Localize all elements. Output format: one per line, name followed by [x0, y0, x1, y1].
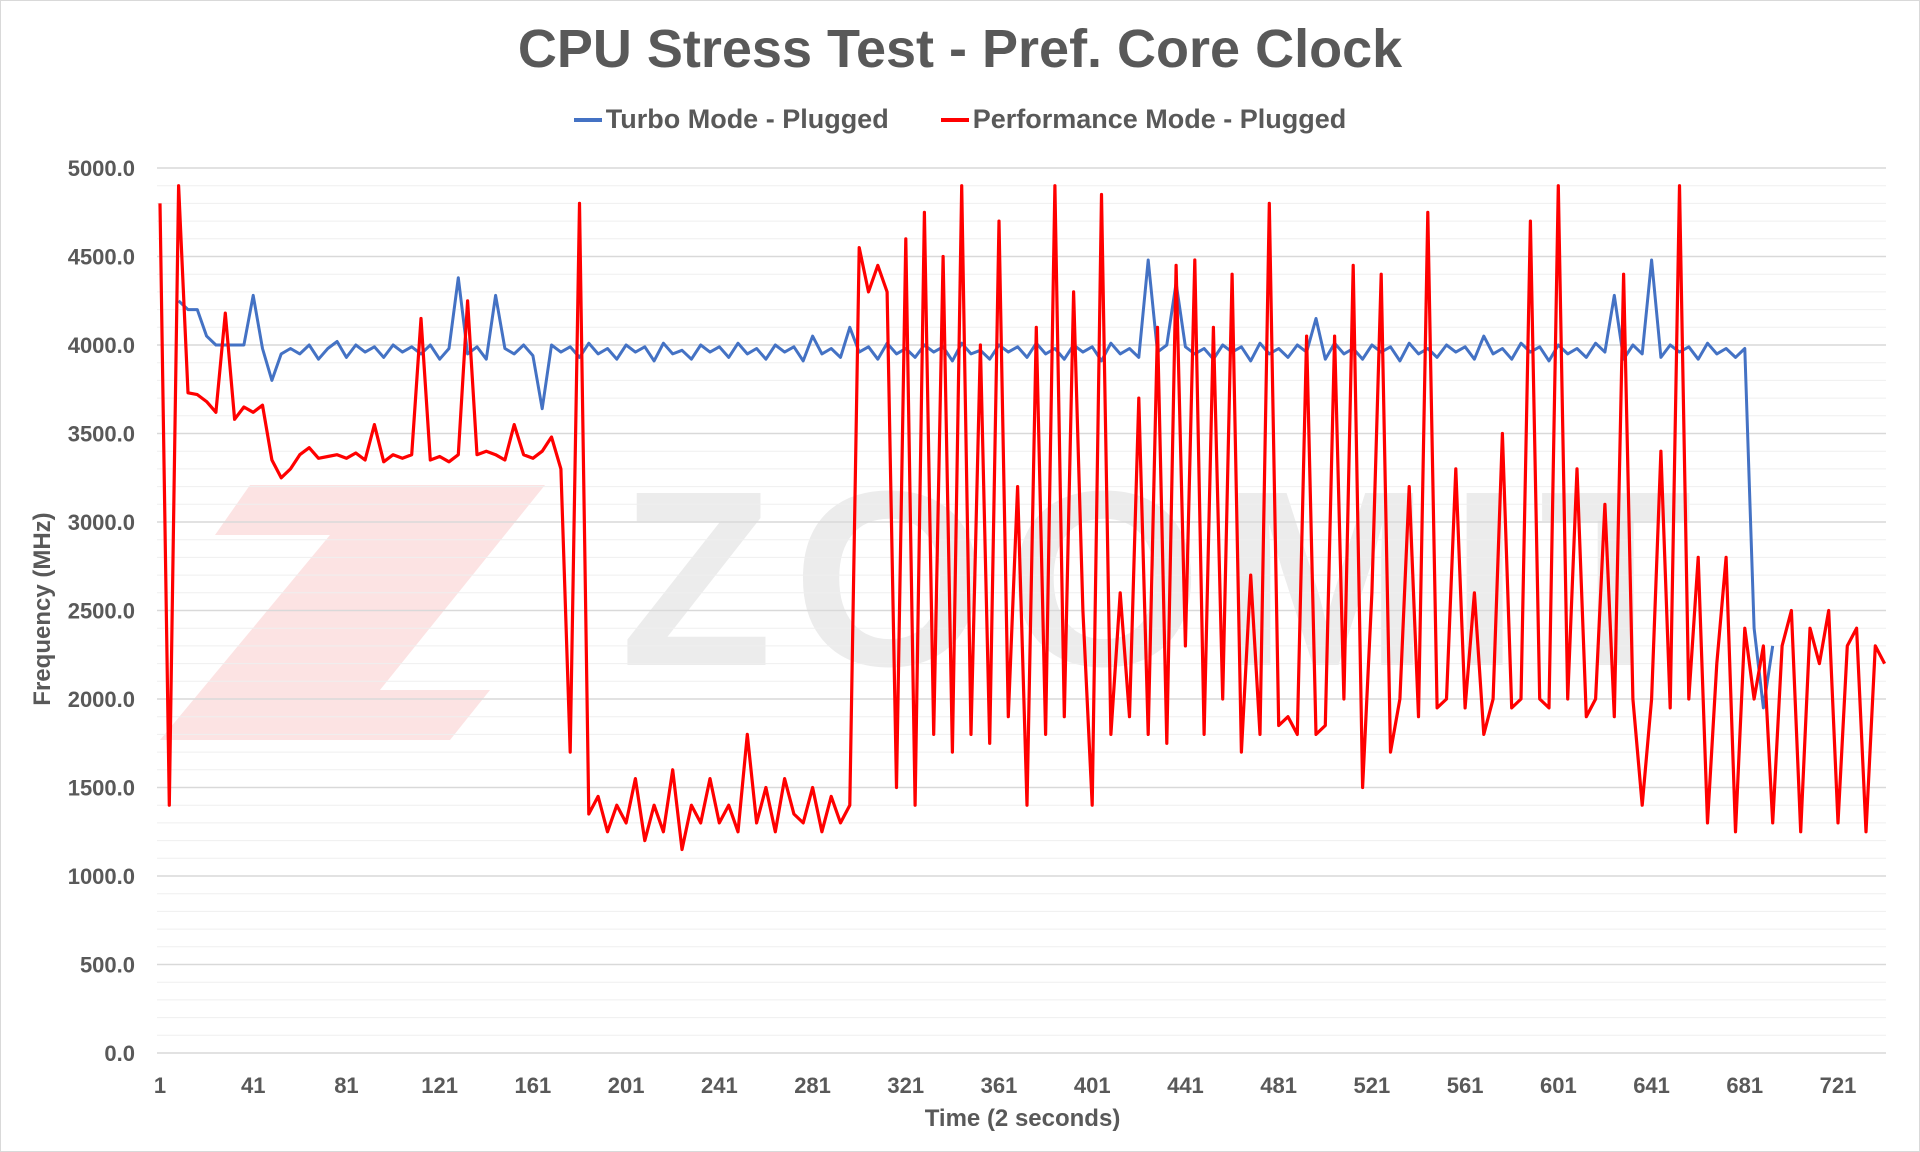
- y-axis-title: Frequency (MHz): [29, 512, 56, 706]
- y-tick-label: 5000.0: [68, 156, 135, 181]
- x-tick-label: 681: [1726, 1073, 1763, 1098]
- x-tick-label: 361: [981, 1073, 1018, 1098]
- y-tick-label: 3500.0: [68, 422, 135, 447]
- series-line-turbo: [177, 258, 1775, 710]
- x-tick-label: 1: [154, 1073, 166, 1098]
- x-tick-label: 641: [1633, 1073, 1670, 1098]
- x-tick-label: 321: [887, 1073, 924, 1098]
- legend-item-performance: Performance Mode - Plugged: [940, 104, 1347, 135]
- series-line-performance: [158, 184, 1887, 852]
- svg-text:ZOOMIT: ZOOMIT: [620, 439, 1712, 718]
- x-tick-label: 521: [1354, 1073, 1391, 1098]
- y-tick-label: 2500.0: [68, 599, 135, 624]
- chart-title: CPU Stress Test - Pref. Core Clock: [517, 19, 1403, 79]
- legend-label-performance: Performance Mode - Plugged: [972, 104, 1347, 134]
- y-tick-label: 4000.0: [68, 333, 135, 358]
- legend-item-turbo: Turbo Mode - Plugged: [573, 104, 889, 135]
- x-tick-label: 721: [1820, 1073, 1857, 1098]
- y-tick-label: 4500.0: [68, 245, 135, 270]
- x-tick-label: 241: [701, 1073, 738, 1098]
- y-tick-label: 2000.0: [68, 687, 135, 712]
- y-tick-label: 3000.0: [68, 510, 135, 535]
- x-tick-label: 161: [515, 1073, 552, 1098]
- x-tick-label: 41: [241, 1073, 265, 1098]
- legend-swatch-performance: [940, 117, 969, 122]
- legend: Turbo Mode - Plugged Performance Mode - …: [0, 104, 1920, 135]
- legend-swatch-turbo: [573, 117, 602, 122]
- y-tick-label: 0.0: [104, 1041, 135, 1066]
- x-tick-label: 281: [794, 1073, 831, 1098]
- y-tick-label: 1500.0: [68, 776, 135, 801]
- y-tick-label: 1000.0: [68, 864, 135, 889]
- y-tick-label: 500.0: [80, 953, 135, 978]
- x-tick-label: 601: [1540, 1073, 1577, 1098]
- x-tick-label: 201: [608, 1073, 645, 1098]
- x-tick-label: 481: [1260, 1073, 1297, 1098]
- x-tick-label: 81: [334, 1073, 358, 1098]
- x-tick-label: 401: [1074, 1073, 1111, 1098]
- x-tick-label: 441: [1167, 1073, 1204, 1098]
- legend-label-turbo: Turbo Mode - Plugged: [605, 104, 889, 134]
- watermark-logo: ZOOMIT: [160, 439, 1712, 740]
- x-tick-label: 561: [1447, 1073, 1484, 1098]
- x-axis-title: Time (2 seconds): [924, 1105, 1121, 1132]
- x-tick-label: 121: [421, 1073, 458, 1098]
